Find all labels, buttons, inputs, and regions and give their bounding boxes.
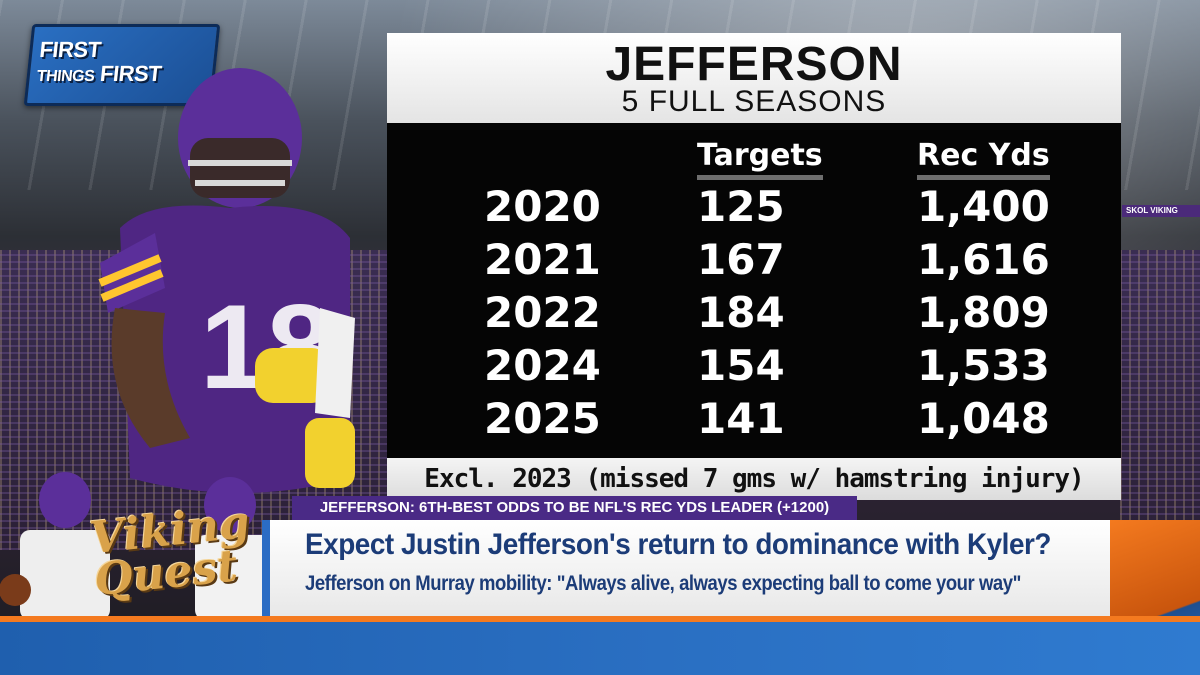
row-rec-yds: 1,400 [917, 182, 1050, 231]
row-rec-yds: 1,533 [917, 341, 1050, 390]
lower-third-accent [262, 520, 270, 616]
row-year: 2024 [484, 341, 601, 390]
right-sleeve [315, 308, 355, 418]
stadium-ribbon-board: SKOL VIKING [1122, 205, 1200, 217]
facemask-shape [188, 160, 292, 186]
stats-subtitle: 5 FULL SEASONS [621, 85, 887, 118]
bottom-band [0, 616, 1200, 675]
row-targets: 154 [697, 341, 785, 390]
row-targets: 167 [697, 235, 785, 284]
stats-title: JEFFERSON [605, 38, 903, 91]
crowd-right [1120, 250, 1200, 550]
row-year: 2022 [484, 288, 601, 337]
sleeve-stripes [98, 254, 164, 302]
table-row: 2021 167 1,616 [387, 234, 1121, 286]
table-row: 2025 141 1,048 [387, 393, 1121, 445]
stats-board: JEFFERSON 5 FULL SEASONS Targets Rec Yds… [387, 33, 1121, 501]
right-glove [305, 418, 355, 488]
row-rec-yds: 1,616 [917, 235, 1050, 284]
column-header-targets: Targets [697, 137, 823, 180]
row-rec-yds: 1,809 [917, 288, 1050, 337]
row-targets: 125 [697, 182, 785, 231]
table-row: 2022 184 1,809 [387, 287, 1121, 339]
row-targets: 141 [697, 394, 785, 443]
segment-title: Viking Quest [88, 497, 256, 606]
segment-players-image [0, 472, 275, 620]
player-image: 18 [98, 68, 355, 493]
row-year: 2025 [484, 394, 601, 443]
left-arm [111, 308, 190, 448]
face-shape [190, 138, 290, 198]
bottom-accent-stripe [0, 616, 1200, 622]
lower-third [270, 520, 1150, 616]
lower-third-subline: Jefferson on Murray mobility: "Always al… [305, 572, 1021, 595]
table-row: 2024 154 1,533 [387, 340, 1121, 392]
stats-board-header: JEFFERSON 5 FULL SEASONS [387, 33, 1121, 123]
row-rec-yds: 1,048 [917, 394, 1050, 443]
lower-third-headline: Expect Justin Jefferson's return to domi… [305, 528, 1051, 561]
odds-ticker: JEFFERSON: 6TH-BEST ODDS TO BE NFL'S REC… [292, 496, 857, 520]
row-year: 2021 [484, 235, 601, 284]
row-targets: 184 [697, 288, 785, 337]
segment-graphic: Viking Quest [0, 470, 292, 620]
left-glove [255, 348, 330, 403]
stats-table [387, 123, 1121, 491]
column-header-rec-yds: Rec Yds [917, 137, 1050, 180]
stats-footnote: Excl. 2023 (missed 7 gms w/ hamstring in… [387, 458, 1121, 500]
table-row: 2020 125 1,400 [387, 181, 1121, 233]
row-year: 2020 [484, 182, 601, 231]
